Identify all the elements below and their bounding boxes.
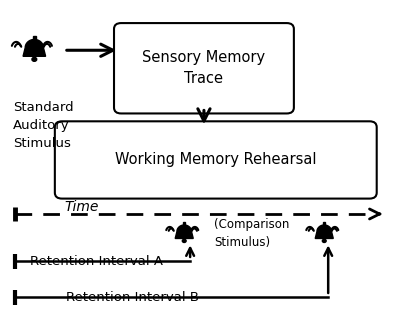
Polygon shape (33, 36, 36, 39)
Polygon shape (323, 222, 325, 225)
Text: Retention Interval A: Retention Interval A (30, 255, 163, 268)
Polygon shape (183, 222, 185, 225)
Polygon shape (175, 225, 193, 238)
Circle shape (32, 57, 37, 61)
Text: Working Memory Rehearsal: Working Memory Rehearsal (115, 153, 316, 167)
Polygon shape (23, 39, 46, 56)
Text: Standard
Auditory
Stimulus: Standard Auditory Stimulus (13, 101, 73, 150)
Text: Time: Time (64, 200, 98, 214)
FancyBboxPatch shape (55, 121, 377, 198)
Text: (Comparison
Stimulus): (Comparison Stimulus) (214, 218, 289, 249)
Polygon shape (315, 225, 333, 238)
Circle shape (182, 239, 186, 242)
Circle shape (322, 239, 326, 242)
Text: Sensory Memory
Trace: Sensory Memory Trace (142, 50, 266, 86)
Text: Retention Interval B: Retention Interval B (66, 291, 199, 304)
FancyBboxPatch shape (114, 23, 294, 114)
